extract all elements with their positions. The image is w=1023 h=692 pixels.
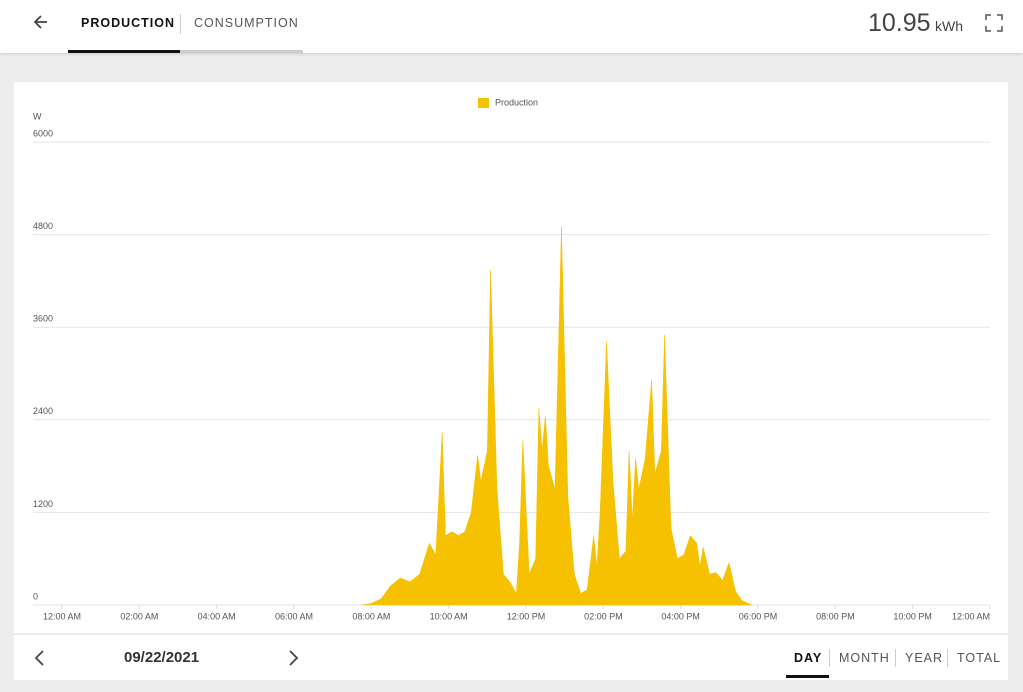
date: 09/22/2021 bbox=[124, 649, 200, 666]
divider bbox=[829, 649, 830, 667]
x-tick-label: 08:00 PM bbox=[816, 611, 855, 621]
x-tick-label: 10:00 PM bbox=[893, 611, 932, 621]
active-tab-indicator bbox=[68, 50, 180, 53]
x-tick-label: 06:00 PM bbox=[739, 611, 778, 621]
x-tick-label: 02:00 PM bbox=[584, 611, 623, 621]
legend-swatch bbox=[478, 98, 489, 108]
y-tick-label: 6000 bbox=[33, 128, 53, 138]
y-tick-label: 1200 bbox=[33, 499, 53, 509]
total-energy: 10.95 kWh bbox=[868, 9, 963, 38]
y-tick-label: 3600 bbox=[33, 314, 53, 324]
total-value: 10.95 bbox=[867, 9, 931, 37]
x-tick-label: 10:00 AM bbox=[430, 611, 468, 621]
fullscreen-button[interactable] bbox=[984, 13, 1004, 33]
chart-card: W 0 1200 2400 3600 4800 6000 12:00 AM 02:00 AM 0… bbox=[14, 82, 1008, 633]
divider bbox=[895, 649, 896, 667]
x-tick-label: 02:00 AM bbox=[120, 611, 158, 621]
x-tick-label: 12:00 PM bbox=[507, 611, 546, 621]
consumption-tab[interactable]: CONSUMPTION bbox=[194, 16, 299, 30]
y-tick-label: 0 bbox=[33, 591, 38, 601]
back-button[interactable] bbox=[31, 12, 51, 32]
x-tick-label: 08:00 AM bbox=[352, 611, 390, 621]
tab-track bbox=[180, 50, 303, 53]
footer: 09/22/2021 DAY MONTH YEAR TOTAL bbox=[14, 635, 1008, 680]
legend-label: Production bbox=[495, 97, 538, 107]
tab-divider bbox=[180, 14, 181, 34]
period-total[interactable]: TOTAL bbox=[957, 651, 1002, 665]
y-tick-label: 4800 bbox=[33, 221, 53, 231]
active-period-indicator bbox=[786, 675, 829, 678]
y-tick-label: 2400 bbox=[33, 406, 53, 416]
x-tick-label: 12:00 AM bbox=[43, 611, 81, 621]
period-year[interactable]: YEAR bbox=[905, 651, 944, 665]
next-date[interactable] bbox=[283, 648, 303, 668]
x-tick-label: 04:00 PM bbox=[661, 611, 700, 621]
divider bbox=[947, 649, 948, 667]
production-area bbox=[361, 226, 752, 606]
production-tab[interactable]: PRODUCTION bbox=[81, 16, 176, 30]
header: PRODUCTION CONSUMPTION 10.95 kWh bbox=[0, 0, 1023, 53]
chart: W 0 1200 2400 3600 4800 6000 12:00 AM 02:00 AM 0… bbox=[33, 97, 991, 621]
prev-date[interactable] bbox=[30, 648, 50, 668]
x-tick-label: 12:00 AM bbox=[952, 611, 990, 621]
y-axis-label: W bbox=[33, 111, 42, 121]
period-month[interactable]: MONTH bbox=[839, 651, 890, 665]
total-unit: kWh bbox=[935, 18, 963, 34]
x-tick-label: 04:00 AM bbox=[198, 611, 236, 621]
period-day[interactable]: DAY bbox=[794, 651, 823, 665]
x-tick-label: 06:00 AM bbox=[275, 611, 313, 621]
